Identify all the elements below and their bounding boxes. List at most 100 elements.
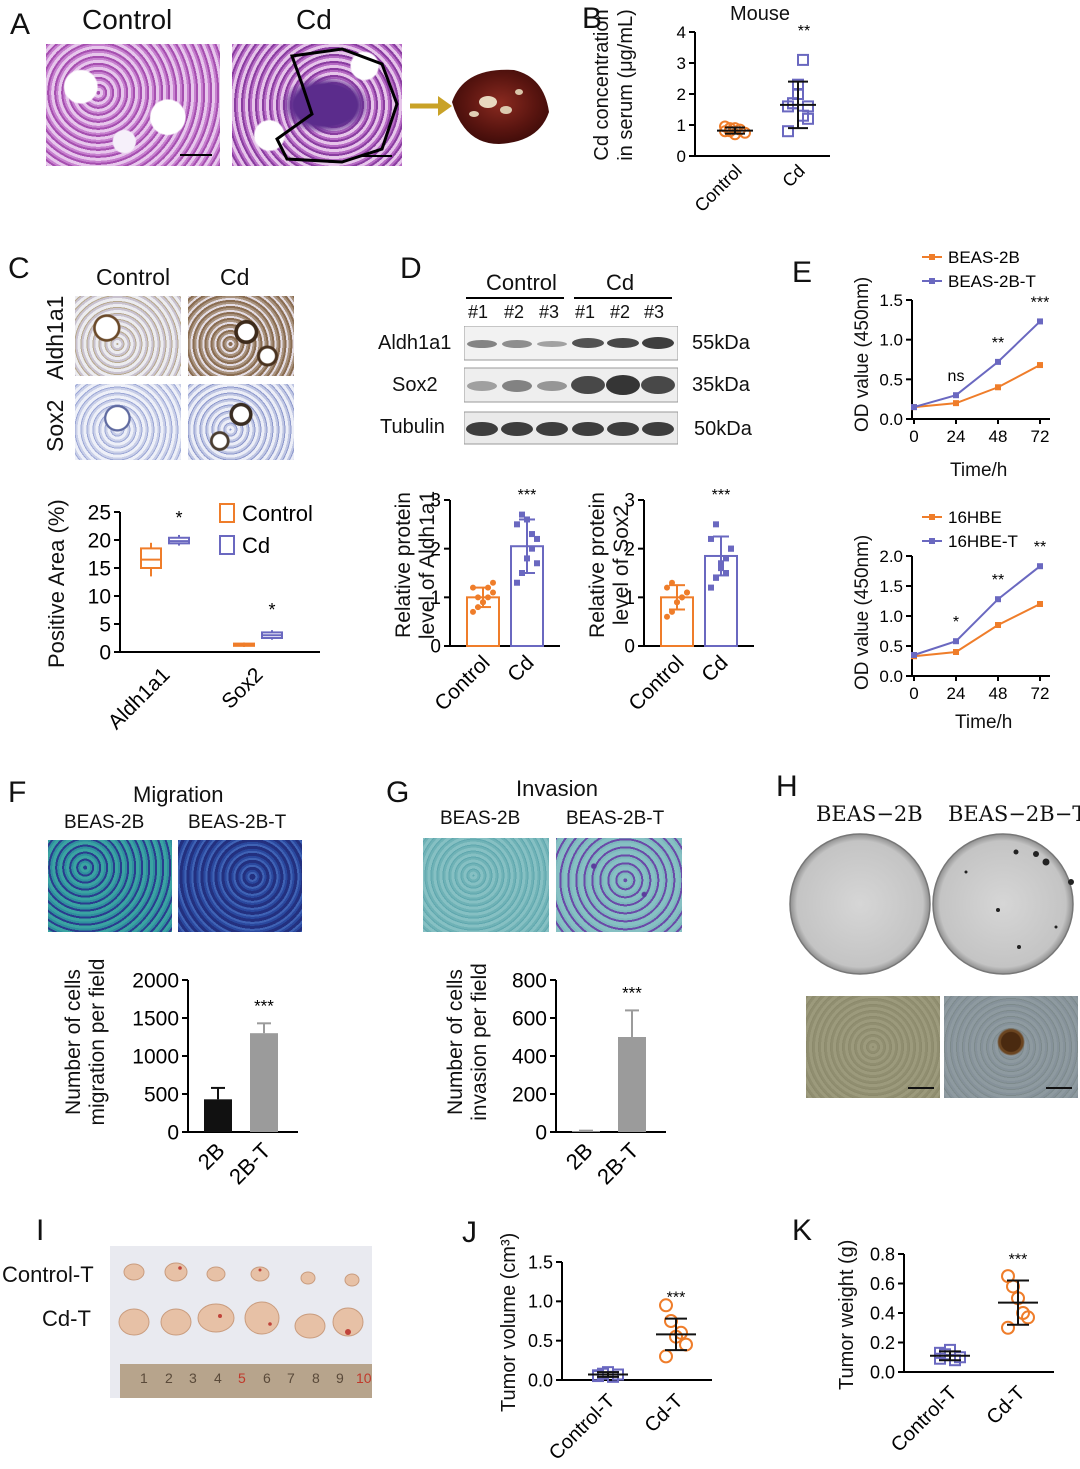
migration-2b-image (48, 840, 172, 932)
K-significance: *** (1009, 1252, 1028, 1269)
E1-point (953, 392, 959, 399)
panel-label-k: K (792, 1214, 813, 1247)
ruler-5: 5 (238, 1370, 246, 1386)
f-ytick-label: 0 (167, 1121, 179, 1144)
b-category-label: Control (691, 161, 746, 216)
D2-point (728, 545, 734, 552)
chart-c: 0 5 10 15 20 25 * * Control Cd Aldh1a1 Sox2 (88, 501, 320, 734)
panel-label-c: C (8, 252, 30, 285)
K-point (1001, 1320, 1015, 1335)
panel-c-col-control: Control (96, 264, 171, 290)
c-legend-swatch (219, 535, 235, 555)
D2-point (713, 574, 719, 581)
c-ytick-label: 20 (88, 529, 111, 552)
ruler: 1 2 3 4 5 6 7 8 9 10 (120, 1364, 372, 1398)
E1-series-line (913, 364, 1041, 409)
panel-d2-ylabel-a: Relative protein (586, 492, 609, 638)
panel-label-e: E (792, 256, 813, 289)
c-category-label: Sox2 (217, 663, 267, 713)
E2-point (953, 638, 959, 645)
c-ytick-label: 25 (88, 501, 111, 524)
g-ytick-label: 800 (512, 969, 547, 992)
c-ytick-label: 10 (88, 585, 111, 608)
b-ytick-label: 1 (677, 116, 686, 135)
panel-d-lanes: #1 #2 #3 #1 #2 #3 (466, 302, 676, 324)
D1-point (534, 535, 540, 542)
panel-f-ylabel-b: migration per field (86, 958, 109, 1126)
J-category-label: Cd-T (641, 1390, 688, 1437)
j-ytick-label: 1.5 (528, 1252, 553, 1272)
lane-6: #3 (644, 302, 665, 322)
d1-ytick-label: 0 (430, 637, 441, 658)
E2-legend-label: 16HBE-T (948, 532, 1018, 551)
panel-label-a: A (10, 8, 31, 41)
ihc-sox2-control (75, 384, 181, 460)
ihc-aldh1a1-cd (188, 296, 294, 376)
panel-c-ylabel: Positive Area (%) (44, 499, 69, 668)
panel-a-arrow (180, 96, 452, 156)
panel-d-group-control: Control (486, 270, 557, 295)
panel-i-row-cd: Cd-T (42, 1306, 91, 1331)
panel-f-col2: BEAS-2B-T (188, 812, 287, 833)
D1-point (470, 608, 476, 615)
E2-point (995, 622, 1001, 628)
f-ytick-label: 2000 (132, 969, 179, 992)
chart-d1: 0 1 2 3 *** Control Cd (430, 487, 560, 715)
ruler-3: 3 (189, 1370, 197, 1386)
c-legend-label: Control (242, 501, 313, 526)
tumor-photo: 1 2 3 4 5 6 7 8 9 10 (110, 1246, 372, 1398)
panel-label-h: H (776, 770, 798, 803)
E2-point (1037, 601, 1043, 607)
E1-xtick-label: 72 (1031, 427, 1050, 446)
f-ytick-label: 1000 (132, 1045, 179, 1068)
K-category-label: Control-T (887, 1382, 962, 1457)
K-point (1021, 1310, 1035, 1325)
panel-a-col-control: Control (82, 4, 173, 35)
ihc-sox2-cd (188, 384, 294, 460)
K-point (934, 1346, 946, 1359)
D1-point (529, 531, 535, 538)
panel-b-ylabel: Cd concentration in serum (μg/mL) (590, 5, 638, 165)
chart-d2: 0 1 2 3 *** Control Cd (624, 487, 754, 715)
band-size-aldh1a1: 55kDa (692, 332, 750, 354)
J-category-label: Control-T (545, 1390, 620, 1465)
panel-d2-ylabel-b: level of Sox2 (610, 504, 633, 626)
ruler-6: 6 (263, 1370, 271, 1386)
E2-significance: ** (992, 572, 1004, 589)
c-ytick-label: 5 (99, 613, 111, 636)
E2-point (1037, 563, 1043, 570)
j-ytick-label: 0.0 (528, 1370, 553, 1390)
E2-xtick-label: 72 (1031, 684, 1050, 703)
D2-category-label: Control (624, 651, 688, 715)
c-box (140, 547, 162, 570)
colony-2b-micro (806, 996, 940, 1098)
panel-g-ylabel: Number of cells invasion per field (444, 952, 492, 1132)
E1-point (1037, 362, 1043, 369)
J-point (659, 1349, 673, 1364)
panel-g-ylabel-a: Number of cells (444, 969, 467, 1115)
ruler-10: 10 (356, 1370, 372, 1386)
panel-f-title: Migration (133, 782, 224, 807)
panel-e2-xlabel: Time/h (955, 712, 1013, 733)
panel-h-col1: BEAS−2B (816, 802, 923, 826)
panel-f-ylabel-a: Number of cells (62, 969, 85, 1115)
c-category-label: Aldh1a1 (104, 663, 175, 734)
e2-ytick-label: 0.5 (879, 637, 903, 656)
panel-label-d: D (400, 252, 422, 285)
e1-ytick-label: 1.0 (879, 331, 903, 350)
panel-k-ylabel: Tumor weight (g) (836, 1239, 858, 1390)
D2-point (723, 555, 729, 562)
he-cd-image (232, 44, 402, 166)
b-point (782, 125, 794, 138)
k-ytick-label: 0.8 (870, 1244, 895, 1264)
e1-ytick-label: 0.0 (879, 410, 903, 429)
panel-d1-ylabel: Relative protein level of Aldh1a1 (392, 480, 440, 650)
panel-f-col1: BEAS-2B (64, 812, 145, 833)
colony-2bt-micro (944, 996, 1078, 1098)
invasion-2b-image (423, 838, 549, 932)
g-ytick-label: 600 (512, 1007, 547, 1030)
panel-d2-ylabel: Relative protein level of Sox2 (586, 480, 634, 650)
g-ytick-label: 0 (535, 1121, 547, 1144)
ruler-7: 7 (287, 1370, 295, 1386)
